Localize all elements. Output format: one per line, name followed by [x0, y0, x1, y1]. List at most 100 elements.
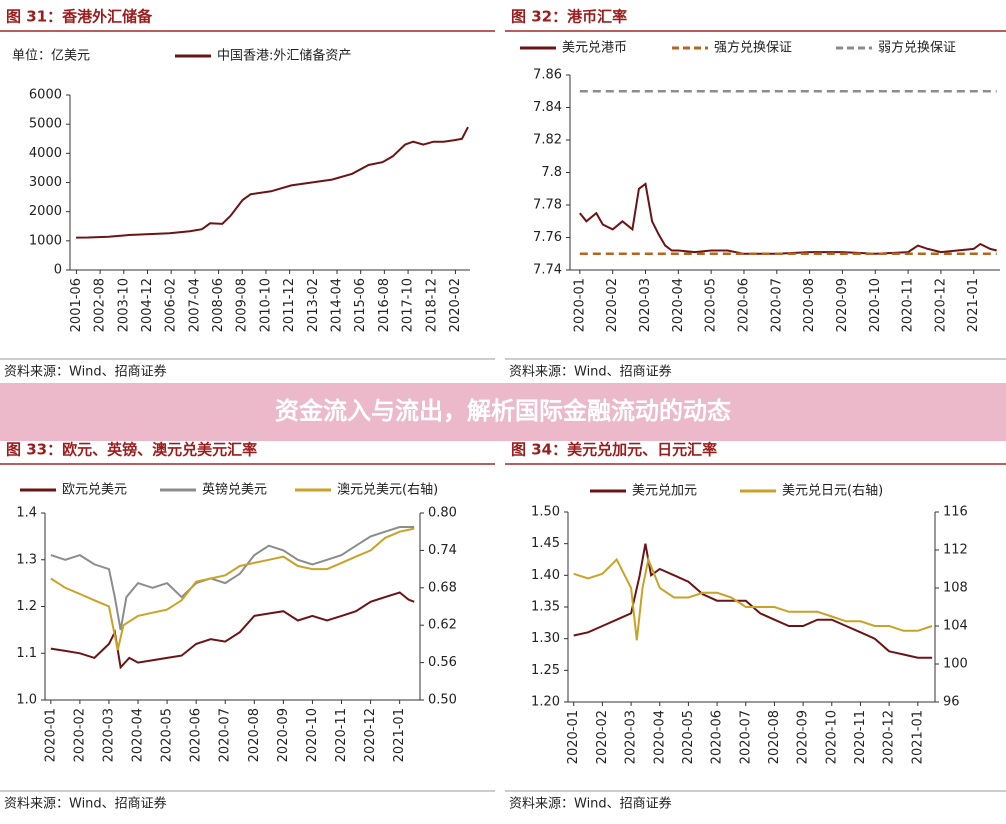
x-tick-label: 2020-02 — [72, 708, 87, 762]
x-tick-label: 2020-07 — [769, 278, 784, 332]
y-tick-label: 1.1 — [16, 646, 37, 661]
y-tick-label: 7.8 — [541, 165, 562, 180]
y-tick-label: 1.40 — [531, 568, 560, 583]
x-tick-label: 2004-12 — [140, 278, 155, 332]
y-tick-label: 6000 — [29, 88, 62, 103]
legend-label: 美元兑加元 — [632, 484, 697, 499]
x-tick-label: 2013-02 — [306, 278, 321, 332]
y-tick-label: 1.2 — [16, 599, 37, 614]
y2-tick-label: 0.50 — [428, 693, 457, 708]
x-tick-label: 2020-05 — [681, 710, 696, 764]
y2-tick-label: 116 — [943, 505, 968, 520]
x-tick-label: 2020-05 — [160, 708, 175, 762]
x-tick-label: 2020-10 — [305, 708, 320, 762]
legend-label: 弱方兑换保证 — [878, 40, 956, 56]
x-tick-label: 2003-10 — [116, 278, 131, 332]
x-tick-label: 2020-11 — [334, 708, 349, 762]
y2-tick-label: 0.74 — [428, 543, 457, 558]
x-tick-label: 2020-01 — [566, 710, 581, 764]
legend-label: 英镑兑美元 — [202, 482, 267, 498]
y-tick-label: 7.86 — [533, 68, 562, 83]
y-tick-label: 1.20 — [531, 695, 560, 710]
y-tick-label: 0 — [54, 263, 62, 278]
y-tick-label: 1.35 — [531, 600, 560, 615]
series-line — [579, 182, 997, 255]
chart-title: 图 33：欧元、英镑、澳元兑美元汇率 — [6, 441, 257, 459]
y2-tick-label: 104 — [943, 619, 968, 634]
x-tick-label: 2020-08 — [767, 710, 782, 764]
y-tick-label: 3000 — [29, 175, 62, 190]
y-tick-label: 1.25 — [531, 663, 560, 678]
legend-label: 强方兑换保证 — [714, 40, 792, 56]
banner-band — [0, 383, 1006, 441]
series-line — [573, 543, 933, 659]
y-tick-label: 7.78 — [533, 198, 562, 213]
y-tick-label: 2000 — [29, 204, 62, 219]
y-tick-label: 1.4 — [16, 506, 37, 521]
source: 资料来源：Wind、招商证券 — [4, 364, 167, 380]
y-tick-label: 1.45 — [531, 536, 560, 551]
y2-tick-label: 112 — [943, 543, 968, 558]
x-tick-label: 2020-12 — [933, 278, 948, 332]
source: 资料来源：Wind、招商证券 — [509, 364, 672, 380]
x-tick-label: 2020-03 — [624, 710, 639, 764]
legend-label: 美元兑港币 — [562, 41, 627, 56]
x-tick-label: 2020-12 — [363, 708, 378, 762]
y2-tick-label: 0.56 — [428, 655, 457, 670]
y2-tick-label: 0.62 — [428, 618, 457, 633]
x-tick-label: 2020-03 — [638, 278, 653, 332]
x-tick-label: 2020-09 — [796, 710, 811, 764]
x-tick-label: 2020-10 — [824, 710, 839, 764]
x-tick-label: 2020-04 — [131, 708, 146, 762]
y2-tick-label: 96 — [943, 695, 960, 710]
x-tick-label: 2015-06 — [353, 278, 368, 332]
x-tick-label: 2011-12 — [282, 278, 297, 332]
y-tick-label: 7.82 — [533, 133, 562, 148]
x-tick-label: 2020-02 — [595, 710, 610, 764]
x-tick-label: 2020-02 — [605, 278, 620, 332]
y-tick-label: 1.30 — [531, 631, 560, 646]
x-tick-label: 2006-02 — [164, 278, 179, 332]
legend-label: 美元兑日元(右轴) — [782, 484, 883, 499]
x-tick-label: 2020-08 — [802, 278, 817, 332]
x-tick-label: 2020-12 — [882, 710, 897, 764]
x-tick-label: 2020-04 — [671, 278, 686, 332]
y-tick-label: 5000 — [29, 117, 62, 132]
x-tick-label: 2020-01 — [43, 708, 58, 762]
x-tick-label: 2020-11 — [901, 278, 916, 332]
x-tick-label: 2020-09 — [835, 278, 850, 332]
series-line — [76, 126, 469, 239]
y2-tick-label: 0.68 — [428, 580, 457, 595]
series-line — [573, 556, 933, 641]
x-tick-label: 2020-06 — [736, 278, 751, 332]
chart-title: 图 34：美元兑加元、日元汇率 — [511, 441, 717, 459]
x-tick-label: 2016-08 — [377, 278, 392, 332]
y2-tick-label: 108 — [943, 581, 968, 596]
y-tick-label: 7.84 — [533, 100, 562, 115]
y-tick-label: 1.3 — [16, 552, 37, 567]
y2-tick-label: 0.80 — [428, 506, 457, 521]
x-tick-label: 2020-08 — [247, 708, 262, 762]
series-line — [50, 527, 415, 651]
y-tick-label: 7.74 — [533, 263, 562, 278]
y-tick-label: 4000 — [29, 146, 62, 161]
x-tick-label: 2021-01 — [966, 278, 981, 332]
x-tick-label: 2020-03 — [101, 708, 116, 762]
x-tick-label: 2007-04 — [187, 278, 202, 332]
x-tick-label: 2010-10 — [258, 278, 273, 332]
y-tick-label: 1000 — [29, 233, 62, 248]
chart-title: 图 32：港币汇率 — [511, 8, 627, 26]
source: 资料来源：Wind、招商证券 — [509, 796, 672, 812]
series-line — [50, 591, 415, 670]
x-tick-label: 2020-06 — [710, 710, 725, 764]
x-tick-label: 2001-06 — [69, 278, 84, 332]
chart-title: 图 31：香港外汇储备 — [6, 8, 153, 26]
legend-label: 欧元兑美元 — [62, 483, 127, 498]
x-tick-label: 2008-06 — [211, 278, 226, 332]
x-tick-label: 2020-07 — [218, 708, 233, 762]
x-tick-label: 2020-11 — [853, 710, 868, 764]
y2-tick-label: 100 — [943, 657, 968, 672]
x-tick-label: 2020-04 — [652, 710, 667, 764]
x-tick-label: 2009-08 — [235, 278, 250, 332]
